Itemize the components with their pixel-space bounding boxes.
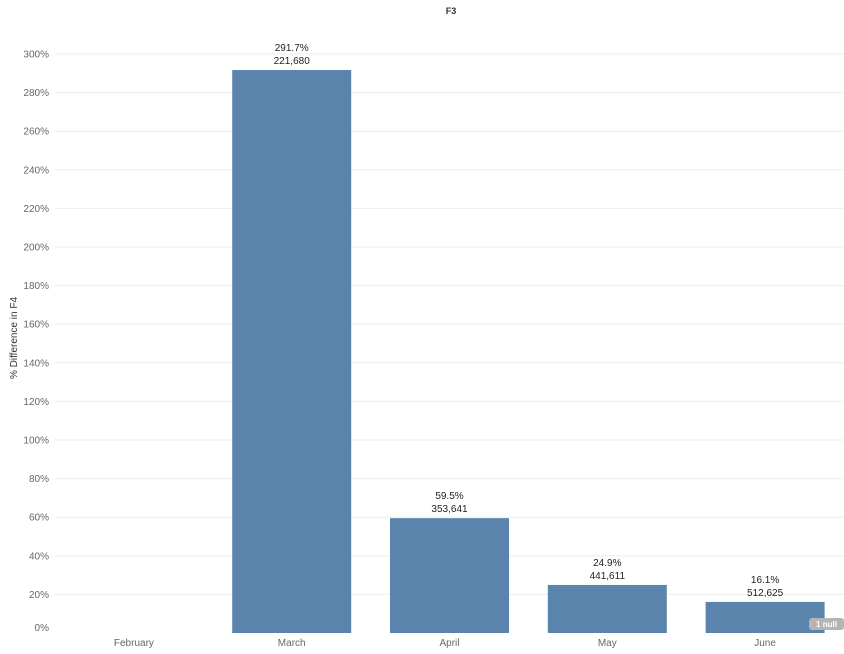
gridlines xyxy=(55,53,844,595)
x-tick-label: March xyxy=(278,638,306,649)
bar xyxy=(390,518,509,633)
null-badge-text: 1 null xyxy=(816,620,837,629)
chart-title: F3 xyxy=(446,6,457,16)
count-data-label: 512,625 xyxy=(747,588,784,599)
y-tick-label: 180% xyxy=(23,281,49,292)
data-labels: 291.7% 221,680 59.5% 353,641 24.9% 441,611 16.… xyxy=(274,43,784,599)
x-tick-label: May xyxy=(598,638,617,649)
count-data-label: 353,641 xyxy=(431,504,468,515)
y-tick-label: 0% xyxy=(35,623,50,634)
bar xyxy=(705,601,825,633)
y-tick-label: 140% xyxy=(23,358,49,369)
y-axis-ticks: 0% 20% 40% 60% 80% 100% 120% 140% 160% 180% 200% 22… xyxy=(23,50,49,635)
y-tick-label: 220% xyxy=(23,204,49,215)
y-tick-label: 300% xyxy=(23,50,49,61)
y-tick-label: 100% xyxy=(23,436,49,447)
y-tick-label: 280% xyxy=(23,88,49,99)
percent-data-label: 16.1% xyxy=(751,575,779,586)
y-tick-label: 60% xyxy=(29,513,49,524)
percent-data-label: 59.5% xyxy=(435,491,463,502)
null-badge-bg xyxy=(809,618,844,630)
x-tick-label: February xyxy=(114,638,154,649)
percent-data-label: 291.7% xyxy=(275,43,309,54)
null-indicator[interactable]: 1 null xyxy=(809,618,844,630)
y-tick-label: 240% xyxy=(23,165,49,176)
y-tick-label: 40% xyxy=(29,551,49,562)
count-data-label: 441,611 xyxy=(590,571,626,582)
y-tick-label: 20% xyxy=(29,590,49,601)
y-tick-label: 80% xyxy=(29,474,49,485)
y-axis-label: % Difference in F4 xyxy=(9,297,20,380)
y-tick-label: 120% xyxy=(23,397,49,408)
bar xyxy=(232,70,352,634)
count-data-label: 221,680 xyxy=(274,56,311,67)
x-tick-label: April xyxy=(439,638,459,649)
bars xyxy=(232,70,825,634)
y-tick-label: 260% xyxy=(23,127,49,138)
x-axis-ticks: February March April May June xyxy=(114,638,776,649)
y-tick-label: 160% xyxy=(23,320,49,331)
y-tick-label: 200% xyxy=(23,243,49,254)
bar xyxy=(547,584,667,633)
x-tick-label: June xyxy=(754,638,776,649)
percent-data-label: 24.9% xyxy=(593,558,621,569)
